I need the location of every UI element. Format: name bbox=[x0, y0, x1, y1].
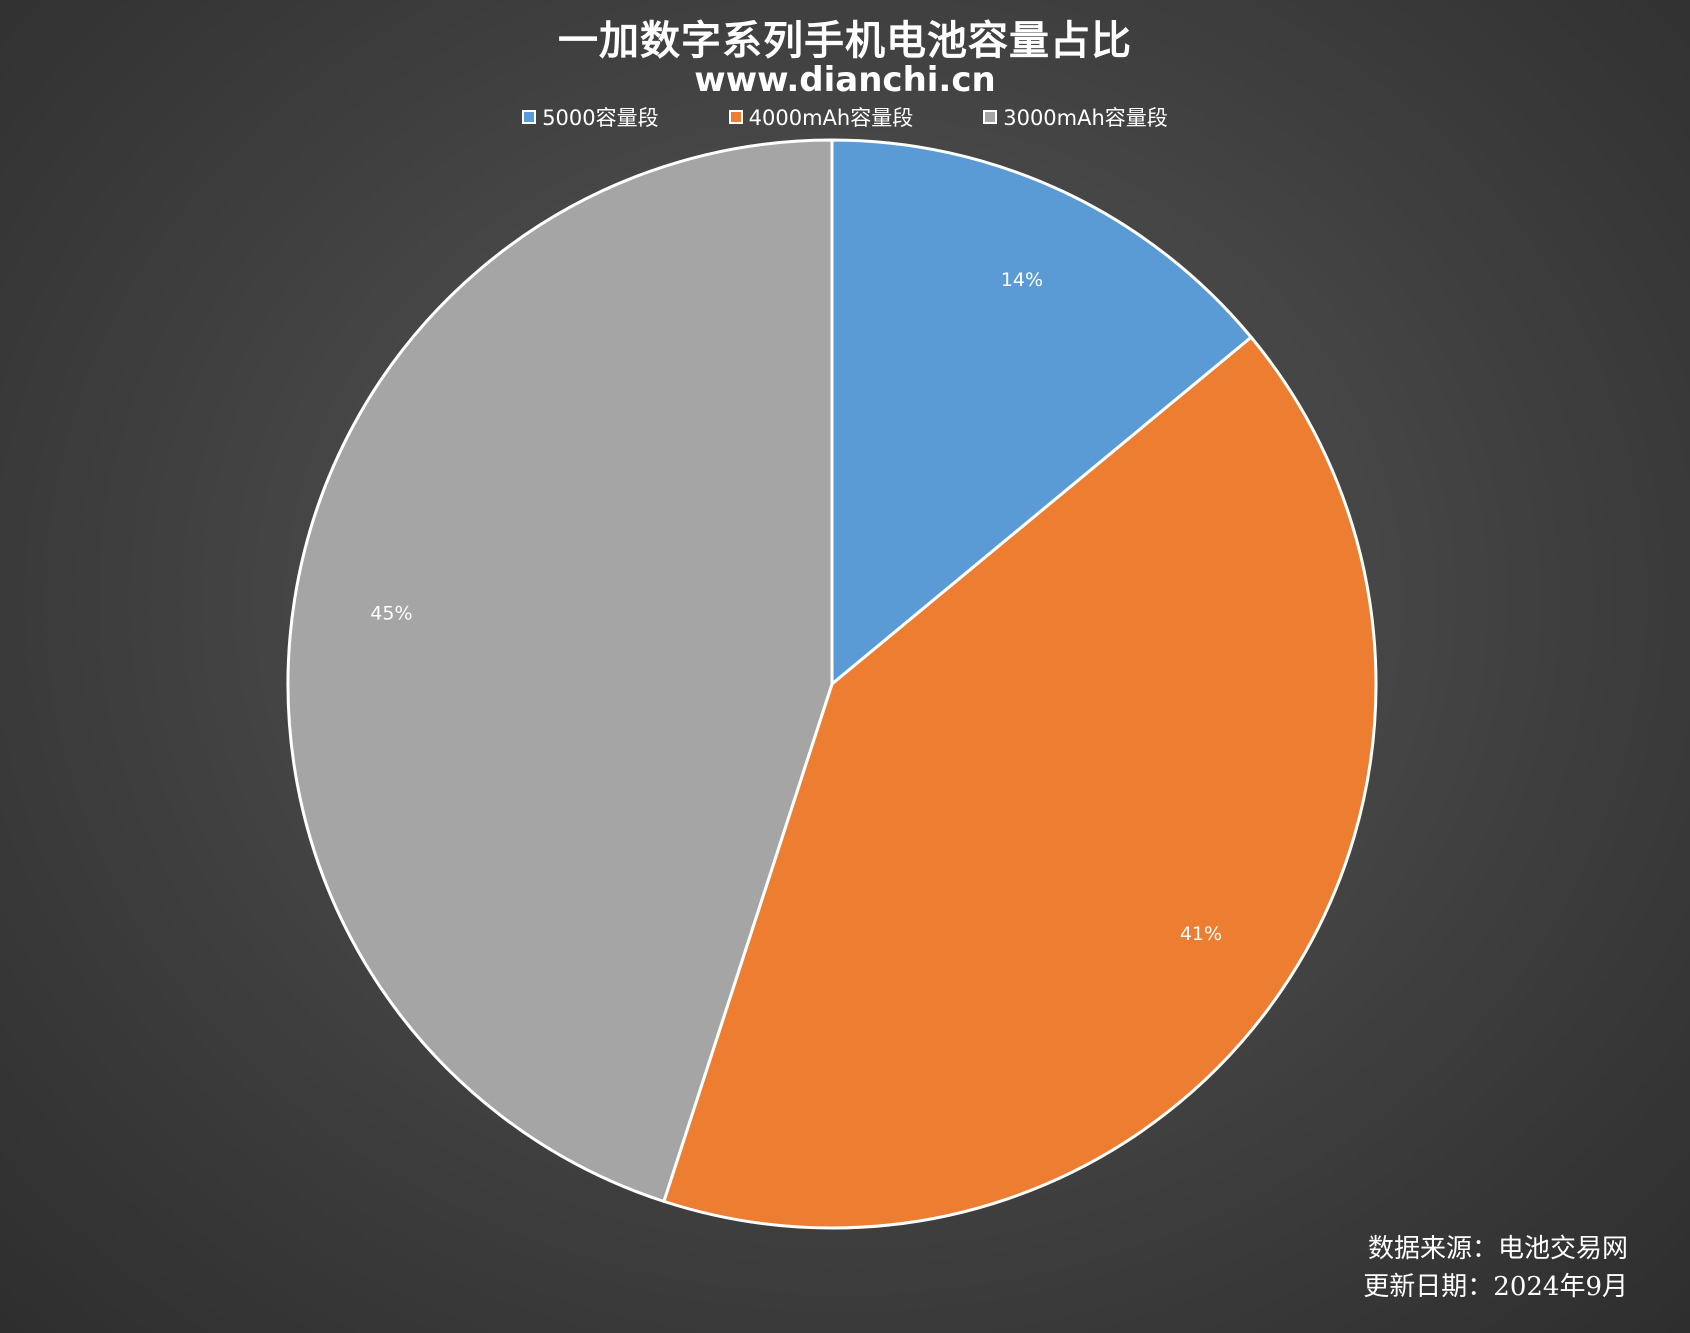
legend-label-3000: 3000mAh容量段 bbox=[1003, 106, 1168, 130]
legend-swatch-4000 bbox=[728, 110, 743, 124]
slice-label-3000: 45% bbox=[370, 603, 412, 625]
legend-swatch-3000 bbox=[983, 110, 998, 124]
legend-label-5000: 5000容量段 bbox=[542, 106, 659, 130]
legend-item-3000: 3000mAh容量段 bbox=[983, 102, 1168, 132]
slice-label-4000: 41% bbox=[1180, 923, 1222, 945]
update-date-note: 更新日期：2024年9月 bbox=[1363, 1272, 1628, 1302]
slice-3000 bbox=[286, 138, 834, 1203]
data-source-note: 数据来源：电池交易网 bbox=[1367, 1234, 1628, 1264]
legend-item-5000: 5000容量段 bbox=[522, 102, 659, 132]
legend-label-4000: 4000mAh容量段 bbox=[748, 106, 914, 130]
slice-5000 bbox=[830, 138, 1253, 686]
slice-4000 bbox=[662, 335, 1378, 1230]
legend-swatch-5000 bbox=[522, 110, 537, 124]
chart-legend: 5000容量段 4000mAh容量段 3000mAh容量段 bbox=[0, 102, 1690, 132]
chart-subtitle: www.dianchi.cn bbox=[694, 60, 996, 100]
legend-item-4000: 4000mAh容量段 bbox=[728, 102, 914, 132]
chart-title: 一加数字系列手机电池容量占比 bbox=[558, 18, 1132, 64]
slice-label-5000: 14% bbox=[1001, 269, 1043, 291]
